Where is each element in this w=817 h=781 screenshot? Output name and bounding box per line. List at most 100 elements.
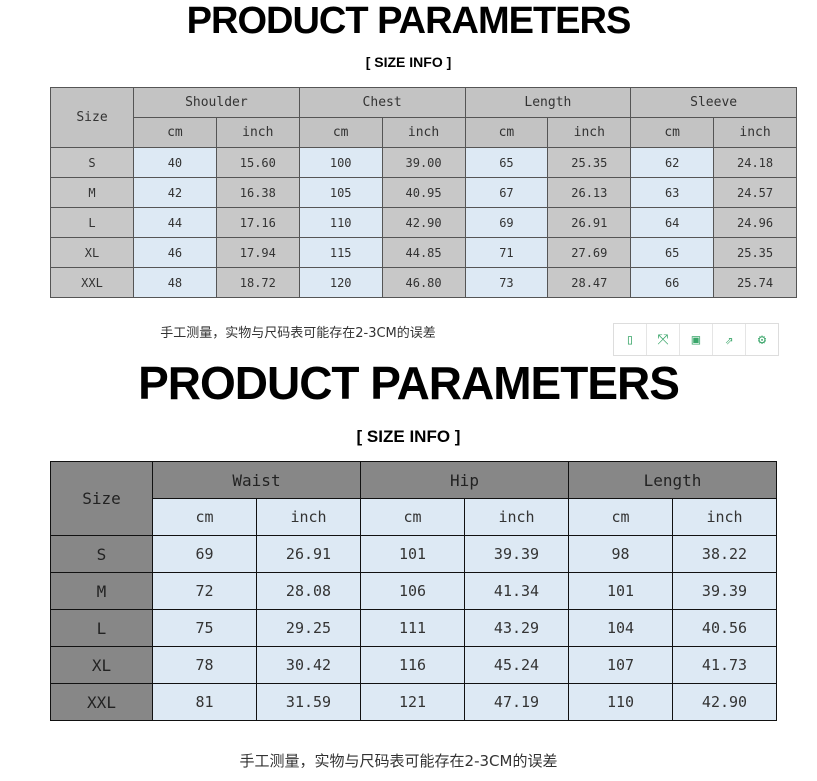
value-cell: 107: [568, 646, 673, 684]
value-cell: 43.29: [464, 609, 569, 647]
value-cell: 25.35: [713, 237, 797, 268]
unit-header-inch: inch: [464, 498, 569, 536]
value-cell: 39.39: [672, 572, 777, 610]
unit-header-cm: cm: [152, 498, 257, 536]
share-icon[interactable]: ⇗: [713, 324, 746, 355]
unit-header-inch: inch: [547, 117, 632, 148]
value-cell: 115: [298, 237, 383, 268]
unit-header-cm: cm: [630, 117, 715, 148]
fullscreen-icon[interactable]: ⤧: [647, 324, 680, 355]
value-cell: 17.94: [215, 237, 300, 268]
value-cell: 31.59: [256, 683, 361, 721]
value-cell: 26.91: [547, 207, 632, 238]
value-cell: 39.00: [381, 147, 466, 178]
value-cell: 121: [360, 683, 465, 721]
value-cell: 42: [133, 177, 217, 208]
value-cell: 100: [298, 147, 383, 178]
value-cell: 66: [630, 267, 715, 298]
value-cell: 42.90: [672, 683, 777, 721]
value-cell: 41.34: [464, 572, 569, 610]
value-cell: 16.38: [215, 177, 300, 208]
value-cell: 106: [360, 572, 465, 610]
value-cell: 98: [568, 535, 673, 573]
value-cell: 44.85: [381, 237, 466, 268]
value-cell: 41.73: [672, 646, 777, 684]
value-cell: 24.18: [713, 147, 797, 178]
image-toolbar: ▯ ⤧ ▣ ⇗ ⚙: [613, 323, 779, 356]
value-cell: 17.16: [215, 207, 300, 238]
unit-header-cm: cm: [360, 498, 465, 536]
value-cell: 110: [568, 683, 673, 721]
measurement-note-tops: 手工测量，实物与尺码表可能存在2-3CM的误差: [160, 326, 436, 341]
unit-header-inch: inch: [381, 117, 466, 148]
table-row: M 72 28.08 106 41.34 101 39.39: [50, 572, 777, 610]
value-cell: 75: [152, 609, 257, 647]
value-cell: 110: [298, 207, 383, 238]
value-cell: 120: [298, 267, 383, 298]
tablet-icon[interactable]: ▯: [614, 324, 647, 355]
value-cell: 30.42: [256, 646, 361, 684]
unit-header-inch: inch: [672, 498, 777, 536]
value-cell: 40: [133, 147, 217, 178]
page-title-bottoms: PRODUCT PARAMETERS: [138, 357, 680, 409]
size-header: Size: [50, 87, 134, 148]
group-header: Hip: [360, 461, 569, 499]
value-cell: 63: [630, 177, 715, 208]
table-row: XL 46 17.94 115 44.85 71 27.69 65 25.35: [50, 237, 797, 268]
size-cell: XXL: [50, 683, 153, 721]
table-row: S 40 15.60 100 39.00 65 25.35 62 24.18: [50, 147, 797, 178]
value-cell: 28.08: [256, 572, 361, 610]
size-info-label-bottoms: [ SIZE INFO ]: [356, 427, 461, 446]
size-cell: L: [50, 609, 153, 647]
value-cell: 25.35: [547, 147, 632, 178]
size-cell: XXL: [50, 267, 134, 298]
unit-header-inch: inch: [713, 117, 797, 148]
value-cell: 48: [133, 267, 217, 298]
value-cell: 44: [133, 207, 217, 238]
value-cell: 101: [568, 572, 673, 610]
value-cell: 24.57: [713, 177, 797, 208]
settings-icon[interactable]: ⚙: [757, 331, 767, 348]
group-header: Sleeve: [630, 87, 797, 118]
unit-header-cm: cm: [133, 117, 217, 148]
value-cell: 104: [568, 609, 673, 647]
size-cell: XL: [50, 237, 134, 268]
value-cell: 42.90: [381, 207, 466, 238]
value-cell: 69: [152, 535, 257, 573]
save-icon[interactable]: ▣: [680, 324, 713, 355]
size-cell: L: [50, 207, 134, 238]
measurement-note-bottoms: 手工测量，实物与尺码表可能存在2-3CM的误差: [239, 752, 558, 770]
table-row: L 44 17.16 110 42.90 69 26.91 64 24.96: [50, 207, 797, 238]
group-header: Length: [568, 461, 777, 499]
value-cell: 67: [464, 177, 549, 208]
size-info-label-tops: [ SIZE INFO ]: [365, 54, 452, 70]
bottoms-size-table: Size Waist Hip Length cm inch cm inch cm inch S 69 2…: [50, 461, 777, 721]
value-cell: 15.60: [215, 147, 300, 178]
value-cell: 111: [360, 609, 465, 647]
size-cell: S: [50, 535, 153, 573]
value-cell: 39.39: [464, 535, 569, 573]
value-cell: 26.13: [547, 177, 632, 208]
value-cell: 73: [464, 267, 549, 298]
table-row: M 42 16.38 105 40.95 67 26.13 63 24.57: [50, 177, 797, 208]
unit-header-cm: cm: [568, 498, 673, 536]
value-cell: 105: [298, 177, 383, 208]
group-header: Chest: [298, 87, 466, 118]
value-cell: 40.95: [381, 177, 466, 208]
unit-header-cm: cm: [298, 117, 383, 148]
value-cell: 27.69: [547, 237, 632, 268]
page-title-tops: PRODUCT PARAMETERS: [186, 0, 632, 42]
group-header: Shoulder: [133, 87, 300, 118]
value-cell: 46.80: [381, 267, 466, 298]
unit-header-inch: inch: [256, 498, 361, 536]
size-cell: XL: [50, 646, 153, 684]
value-cell: 64: [630, 207, 715, 238]
value-cell: 28.47: [547, 267, 632, 298]
table-row: XXL 81 31.59 121 47.19 110 42.90: [50, 683, 777, 721]
value-cell: 72: [152, 572, 257, 610]
value-cell: 18.72: [215, 267, 300, 298]
table-row: XXL 48 18.72 120 46.80 73 28.47 66 25.74: [50, 267, 797, 298]
value-cell: 24.96: [713, 207, 797, 238]
unit-header-inch: inch: [215, 117, 300, 148]
value-cell: 71: [464, 237, 549, 268]
